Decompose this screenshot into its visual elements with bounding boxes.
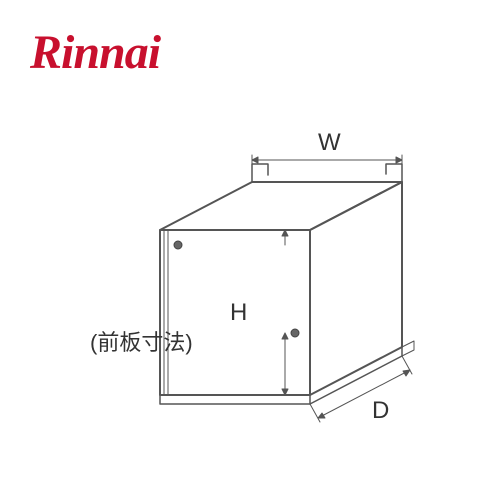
product-diagram: W H (前板寸法) D (90, 100, 430, 460)
height-label: H (230, 299, 247, 326)
brand-logo: Rinnai (30, 25, 160, 80)
width-label: W (318, 129, 341, 156)
height-note-label: (前板寸法) (90, 330, 193, 355)
depth-label: D (372, 397, 389, 424)
